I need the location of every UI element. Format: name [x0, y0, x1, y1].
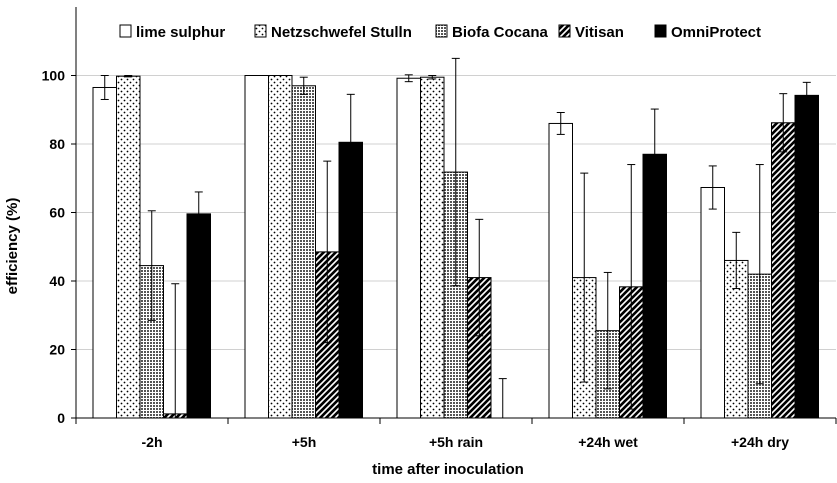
legend-swatch-lime-sulphur: [119, 24, 132, 38]
bars: [92, 57, 819, 419]
bar-biofa-cocana-1: [291, 85, 316, 419]
bar-lime-sulphur-3: [548, 122, 573, 419]
bar-lime-sulphur-4: [700, 186, 725, 419]
bar-netzschwefel-stulln-1: [268, 75, 293, 419]
bar-lime-sulphur-2: [396, 77, 421, 419]
legend-label: Vitisan: [575, 24, 624, 41]
legend-label: lime sulphur: [136, 24, 225, 41]
y-tick-labels: 0 20 40 60 80 100: [42, 68, 76, 426]
legend-swatch-netzschwefel-stulln: [254, 24, 267, 38]
legend: lime sulphur Netzschwefel Stulln Biofa Coc…: [119, 24, 761, 41]
x-tick-label: +24h dry: [731, 434, 789, 450]
x-tick-label: -2h: [142, 434, 163, 450]
y-tick-label: 20: [49, 342, 65, 358]
legend-label: Biofa Cocana: [452, 24, 549, 41]
legend-swatch-vitisan: [558, 24, 571, 38]
bar-omniprotect-0: [186, 213, 211, 419]
y-axis-label: efficiency (%): [4, 198, 21, 295]
bar-omniprotect-4: [794, 94, 819, 419]
y-tick-label: 60: [49, 205, 65, 221]
bar-netzschwefel-stulln-0: [116, 75, 141, 419]
x-tick-labels: -2h +5h +5h rain +24h wet +24h dry: [142, 434, 790, 450]
legend-label: Netzschwefel Stulln: [271, 24, 412, 41]
x-axis-label: time after inoculation: [372, 461, 524, 478]
legend-label: OmniProtect: [671, 24, 761, 41]
x-tick-label: +24h wet: [578, 434, 638, 450]
bar-lime-sulphur-1: [244, 75, 269, 419]
y-tick-label: 0: [57, 410, 65, 426]
y-tick-label: 80: [49, 136, 65, 152]
x-tick-label: +5h rain: [429, 434, 483, 450]
x-tick-label: +5h: [292, 434, 317, 450]
bar-lime-sulphur-0: [92, 86, 117, 419]
y-tick-label: 100: [42, 68, 66, 84]
y-tick-label: 40: [49, 273, 65, 289]
bar-netzschwefel-stulln-2: [420, 76, 445, 419]
legend-swatch-biofa-cocana: [435, 24, 448, 38]
bar-vitisan-4: [771, 122, 796, 419]
legend-swatch-omniprotect: [654, 24, 667, 38]
